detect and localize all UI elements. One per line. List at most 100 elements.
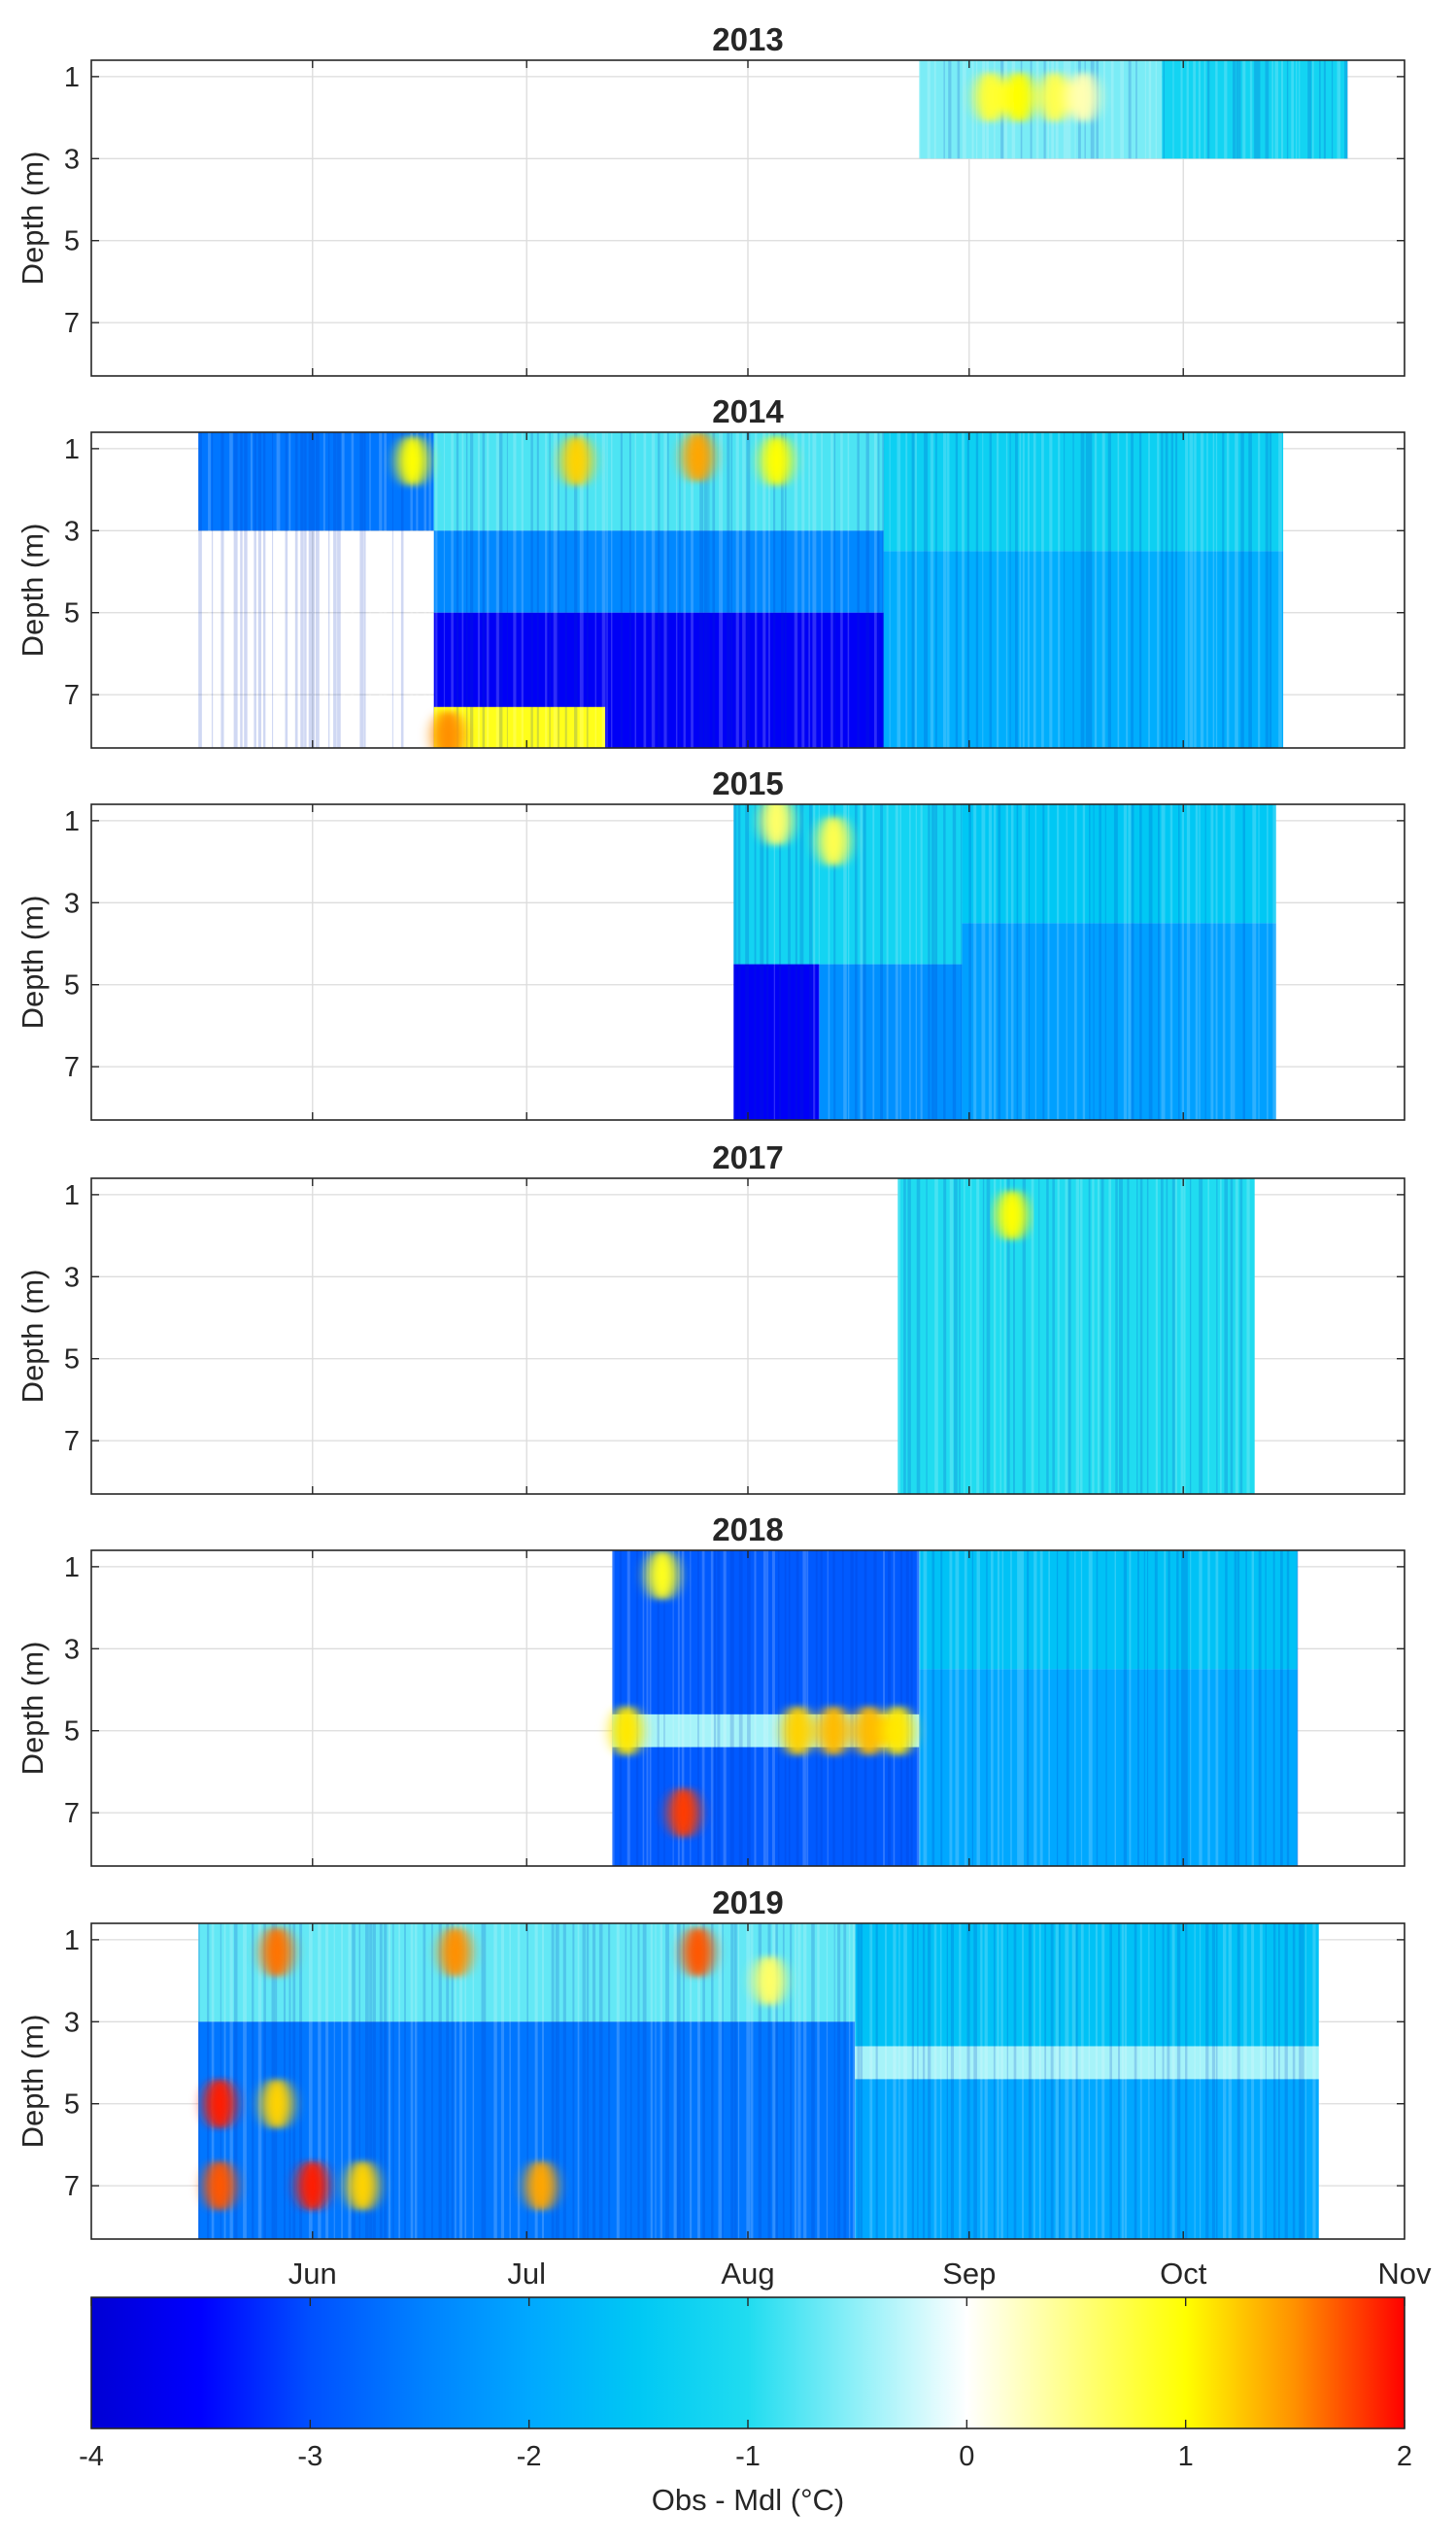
texture-stripe bbox=[606, 432, 608, 748]
texture-stripe bbox=[755, 432, 758, 748]
texture-stripe bbox=[683, 432, 686, 748]
texture-stripe bbox=[1186, 60, 1189, 159]
texture-stripe bbox=[1239, 1178, 1243, 1494]
texture-stripe bbox=[586, 1923, 590, 2239]
texture-stripe bbox=[1302, 1923, 1304, 2239]
texture-stripe bbox=[1245, 1550, 1247, 1866]
texture-stripe bbox=[1190, 1550, 1192, 1866]
texture-stripe bbox=[482, 432, 486, 748]
texture-stripe bbox=[352, 1923, 356, 2239]
texture-stripe bbox=[1242, 804, 1246, 1120]
texture-stripe bbox=[1230, 1178, 1234, 1494]
texture-stripe bbox=[1027, 1550, 1030, 1866]
texture-stripe bbox=[812, 432, 817, 748]
texture-stripe bbox=[837, 1923, 841, 2239]
anomaly-spot bbox=[818, 815, 850, 866]
panel-2015: 1 3 5 7 2015 Depth (m) bbox=[16, 765, 1405, 1121]
texture-stripe bbox=[1079, 1178, 1083, 1494]
texture-stripe bbox=[730, 432, 733, 748]
texture-stripe bbox=[969, 1178, 972, 1494]
texture-stripe bbox=[1101, 432, 1105, 748]
texture-stripe bbox=[1005, 432, 1008, 748]
texture-stripe bbox=[1123, 1550, 1127, 1866]
heatmap-region bbox=[855, 2079, 1319, 2239]
texture-stripe bbox=[708, 432, 710, 748]
texture-stripe bbox=[642, 1550, 645, 1866]
x-tick-label: Aug bbox=[721, 2257, 774, 2291]
anomaly-spots bbox=[761, 804, 850, 866]
texture-stripe bbox=[363, 432, 366, 748]
texture-stripe bbox=[959, 1178, 961, 1494]
texture-stripe bbox=[691, 432, 694, 748]
texture-stripe bbox=[737, 804, 741, 1120]
texture-stripe bbox=[211, 432, 214, 748]
anomaly-spots bbox=[996, 1189, 1028, 1240]
texture-stripe bbox=[574, 432, 578, 748]
heatmap-region bbox=[198, 432, 434, 531]
texture-stripe bbox=[1171, 1923, 1175, 2239]
texture-stripe bbox=[984, 1923, 988, 2239]
y-tick-label: 1 bbox=[64, 1925, 80, 1956]
heatmap-region bbox=[962, 804, 1276, 924]
texture-stripe bbox=[598, 1923, 603, 2239]
texture-stripe bbox=[1186, 804, 1191, 1120]
texture-stripe bbox=[257, 432, 262, 748]
heatmap-region bbox=[897, 1178, 1255, 1494]
panel-2019: 1 3 5 7 2019 Depth (m) bbox=[16, 1884, 1405, 2240]
texture-stripe bbox=[388, 1923, 391, 2239]
texture-stripe bbox=[784, 432, 787, 748]
texture-stripe bbox=[1171, 1178, 1175, 1494]
texture-stripe bbox=[1104, 804, 1106, 1120]
texture-stripe bbox=[285, 432, 288, 748]
texture-stripe bbox=[962, 432, 965, 748]
texture-stripe bbox=[1146, 1178, 1149, 1494]
texture-stripe bbox=[294, 432, 298, 748]
texture-stripe bbox=[1033, 432, 1036, 748]
texture-stripe bbox=[327, 432, 330, 748]
anomaly-spot bbox=[204, 2078, 236, 2129]
texture-stripe bbox=[712, 432, 716, 748]
texture-stripe bbox=[1035, 60, 1039, 159]
texture-stripe bbox=[1265, 1550, 1267, 1866]
texture-stripe bbox=[1215, 432, 1218, 748]
texture-stripe bbox=[1055, 1923, 1059, 2239]
anomaly-spot bbox=[667, 1787, 699, 1839]
texture-stripe bbox=[672, 1550, 674, 1866]
texture-stripe bbox=[435, 432, 438, 748]
texture-stripe bbox=[821, 432, 823, 748]
heatmap-field bbox=[198, 1923, 1322, 2239]
texture-stripe bbox=[765, 804, 769, 1120]
texture-stripe bbox=[1224, 1178, 1229, 1494]
texture-stripe bbox=[1226, 432, 1230, 748]
texture-stripe bbox=[333, 1923, 335, 2239]
texture-stripe bbox=[826, 1923, 829, 2239]
texture-stripe bbox=[840, 432, 843, 748]
texture-stripe bbox=[660, 1923, 662, 2239]
texture-stripe bbox=[509, 1923, 511, 2239]
texture-stripe bbox=[1271, 60, 1273, 159]
texture-stripe bbox=[1224, 60, 1228, 159]
texture-stripe bbox=[1258, 1550, 1262, 1866]
texture-stripe bbox=[857, 1923, 861, 2239]
texture-stripe bbox=[1215, 1550, 1219, 1866]
colorbar-gradient bbox=[91, 2297, 1405, 2428]
texture-stripe bbox=[1212, 432, 1215, 748]
texture-stripe bbox=[1067, 1178, 1071, 1494]
texture-stripe bbox=[1251, 1923, 1255, 2239]
texture-stripe bbox=[817, 1923, 820, 2239]
texture-stripe bbox=[308, 1923, 313, 2239]
texture-stripe bbox=[646, 1550, 649, 1866]
texture-stripe bbox=[530, 432, 533, 748]
texture-stripe bbox=[690, 1923, 693, 2239]
y-tick-label: 1 bbox=[64, 806, 80, 837]
texture-stripe bbox=[903, 1178, 906, 1494]
texture-stripe bbox=[1166, 1178, 1168, 1494]
y-tick-label: 5 bbox=[64, 1716, 80, 1748]
texture-stripe bbox=[1022, 432, 1025, 748]
texture-stripe bbox=[928, 1923, 931, 2239]
texture-stripe bbox=[931, 1550, 935, 1866]
texture-stripe bbox=[1009, 432, 1011, 748]
anomaly-spot bbox=[432, 710, 464, 748]
texture-stripe bbox=[1005, 804, 1008, 1120]
texture-stripe bbox=[1165, 432, 1168, 748]
